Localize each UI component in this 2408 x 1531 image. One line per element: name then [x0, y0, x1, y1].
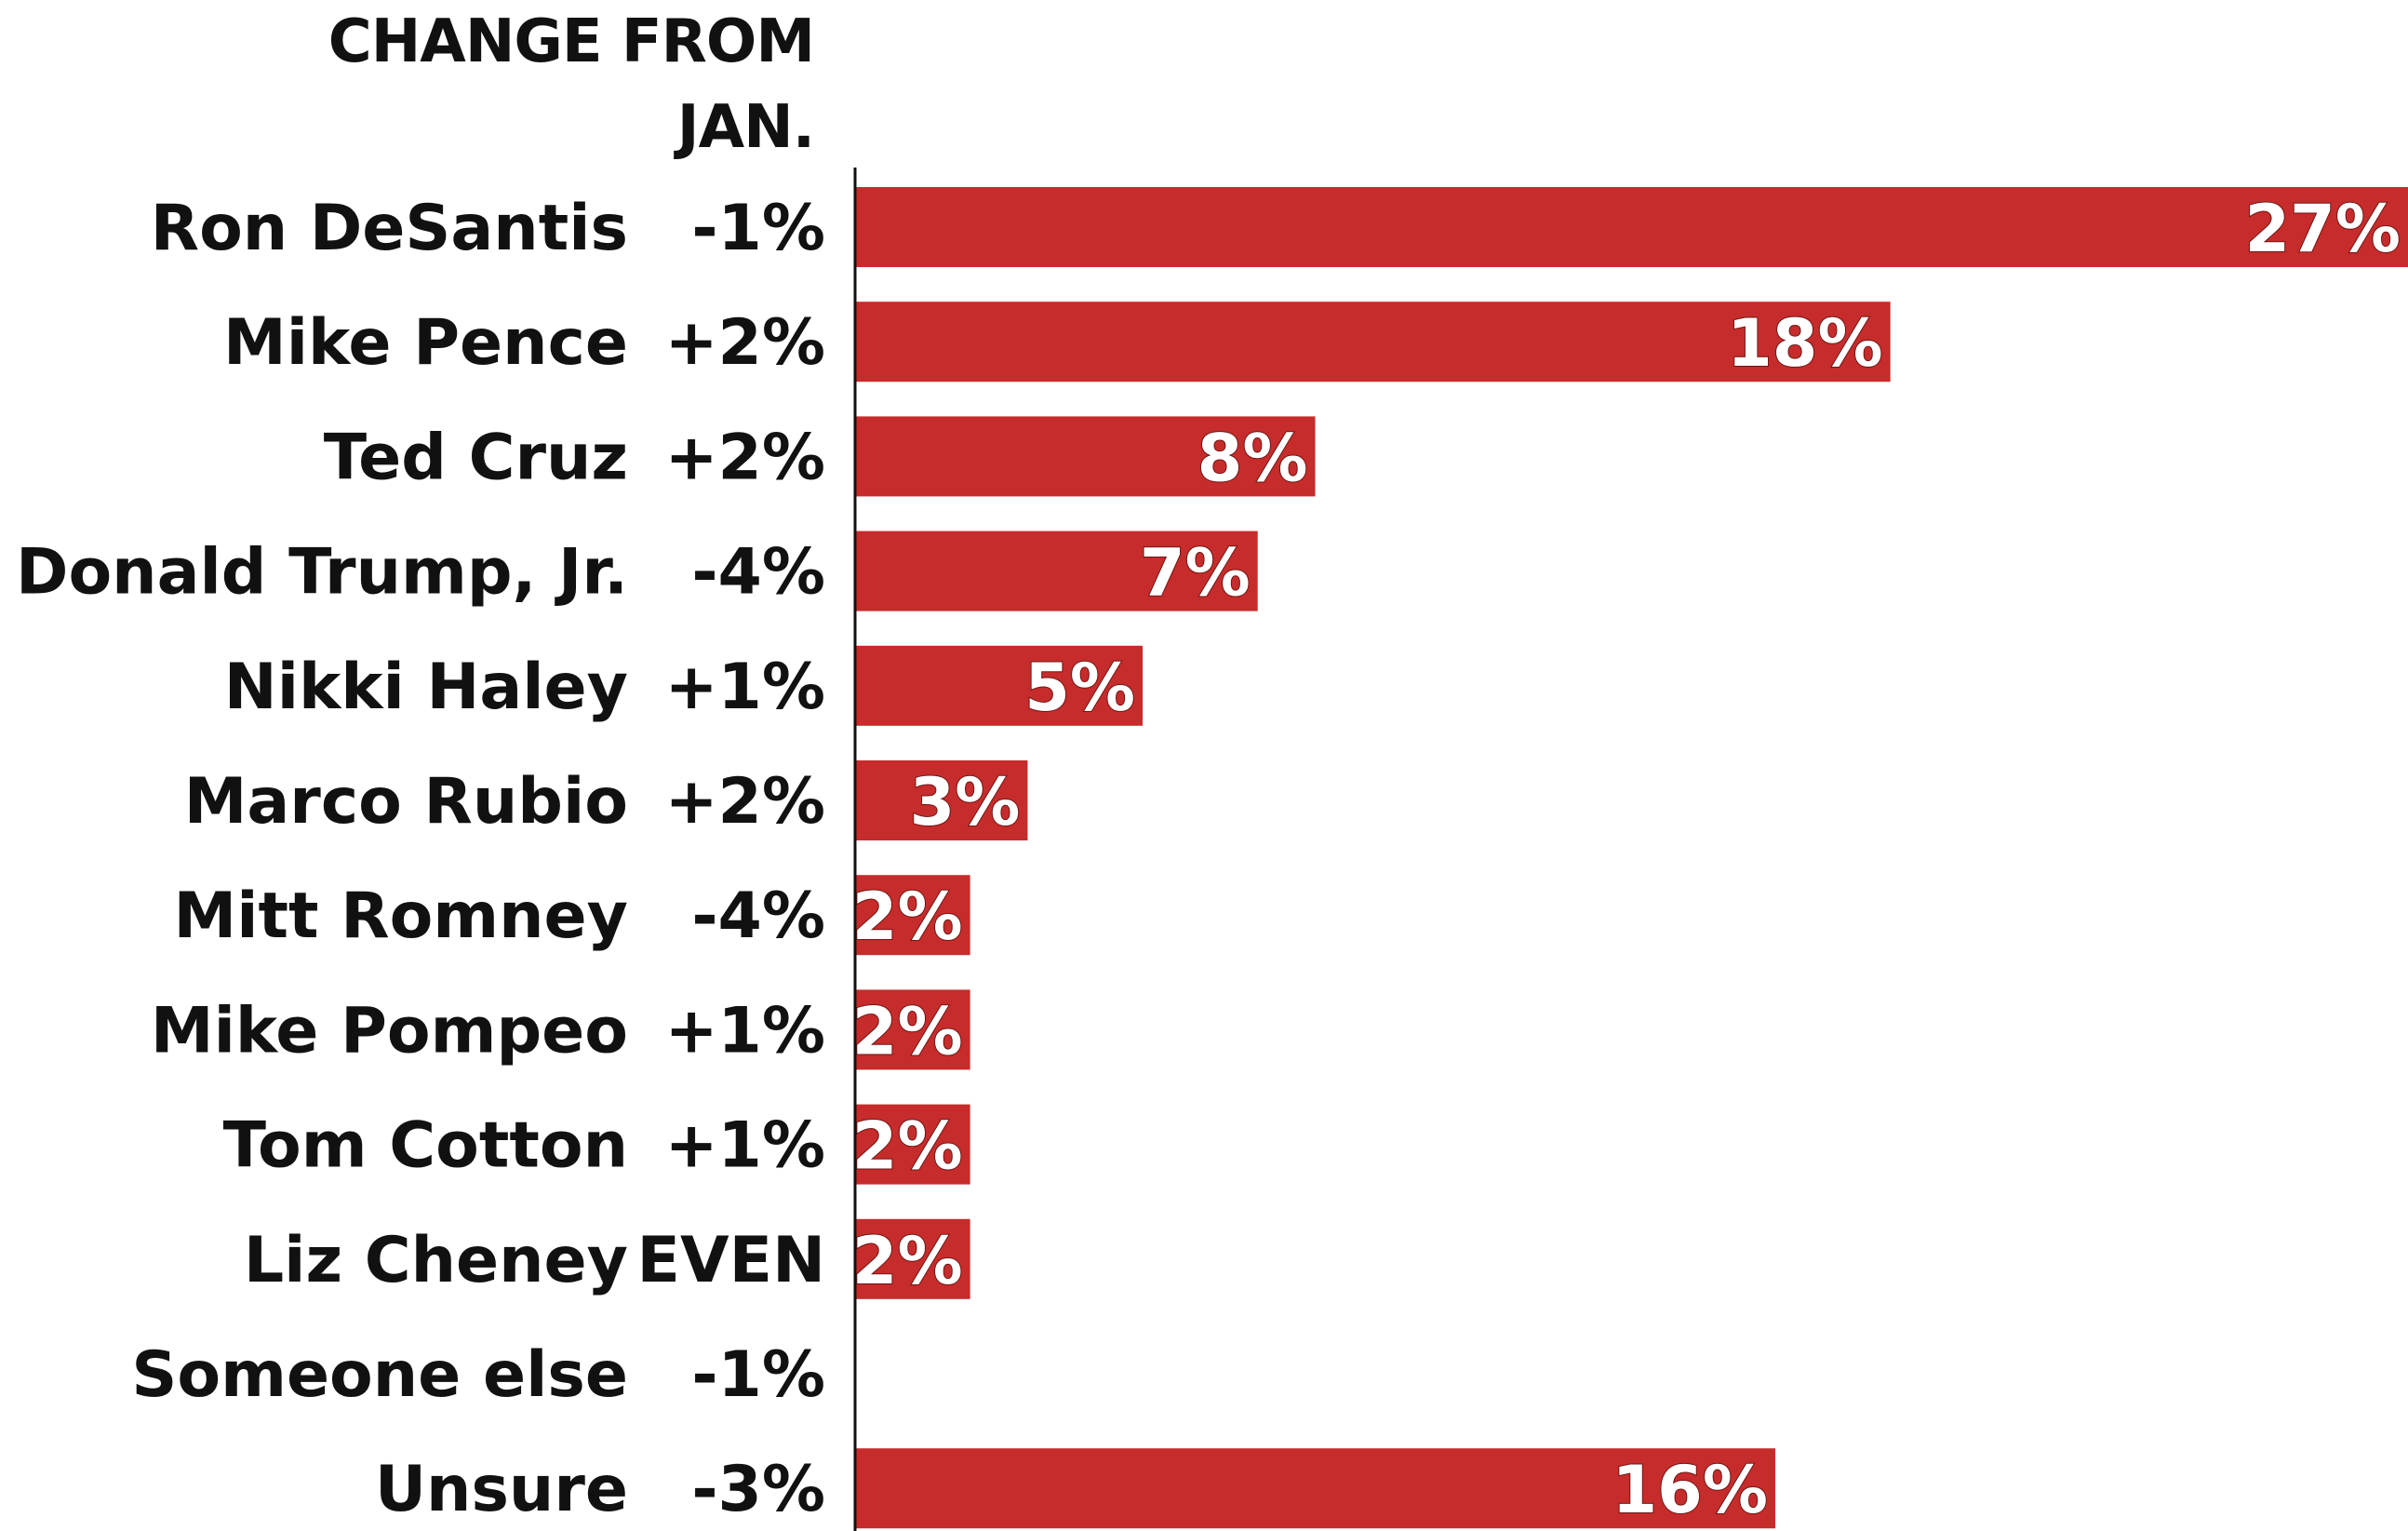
- change-label-tom-cotton: +1%: [665, 1109, 825, 1183]
- category-label-ron-desantis: Ron DeSantis: [151, 192, 628, 265]
- bar-unsure: [855, 1448, 1776, 1529]
- change-label-mike-pompeo: +1%: [665, 994, 825, 1068]
- category-label-mike-pence: Mike Pence: [223, 306, 628, 380]
- category-label-nikki-haley: Nikki Haley: [224, 651, 628, 724]
- change-label-mitt-romney: -4%: [691, 880, 825, 953]
- value-label-ted-cruz: 8%: [1197, 420, 1308, 496]
- change-label-ted-cruz: +2%: [665, 421, 825, 494]
- bar-ted-cruz: [855, 416, 1316, 497]
- category-label-donald-trump-jr: Donald Trump, Jr.: [16, 536, 628, 610]
- change-label-ron-desantis: -1%: [691, 192, 825, 265]
- value-label-tom-cotton: 2%: [852, 1108, 963, 1185]
- bar-mike-pence: [855, 302, 1891, 383]
- category-label-mitt-romney: Mitt Romney: [174, 880, 628, 953]
- value-label-unsure: 16%: [1612, 1452, 1768, 1528]
- value-label-nikki-haley: 5%: [1024, 650, 1135, 726]
- category-label-someone-else: Someone else: [131, 1338, 628, 1412]
- change-header-line-1: CHANGE FROM: [328, 7, 815, 76]
- category-label-tom-cotton: Tom Cotton: [223, 1109, 628, 1183]
- bar-nikki-haley: [855, 645, 1144, 726]
- change-label-donald-trump-jr: -4%: [691, 536, 825, 610]
- value-label-ron-desantis: 27%: [2244, 191, 2401, 267]
- change-label-nikki-haley: +1%: [665, 651, 825, 724]
- change-label-marco-rubio: +2%: [665, 765, 825, 839]
- value-label-mike-pence: 18%: [1727, 305, 1883, 382]
- bar-mike-pompeo: [855, 989, 970, 1070]
- change-label-unsure: -3%: [691, 1453, 825, 1526]
- bar-donald-trump-jr: [855, 530, 1258, 611]
- value-label-mike-pompeo: 2%: [852, 993, 963, 1069]
- category-label-marco-rubio: Marco Rubio: [184, 765, 628, 839]
- category-label-mike-pompeo: Mike Pompeo: [151, 994, 628, 1068]
- change-label-mike-pence: +2%: [665, 306, 825, 380]
- bar-liz-cheney: [855, 1218, 970, 1299]
- value-label-liz-cheney: 2%: [852, 1223, 963, 1299]
- value-label-mitt-romney: 2%: [852, 879, 963, 955]
- bar-tom-cotton: [855, 1104, 970, 1185]
- category-label-liz-cheney: Liz Cheney: [244, 1224, 628, 1297]
- bar-marco-rubio: [855, 760, 1028, 840]
- change-label-liz-cheney: EVEN: [637, 1224, 825, 1297]
- value-label-marco-rubio: 3%: [910, 764, 1021, 840]
- change-label-someone-else: -1%: [691, 1338, 825, 1412]
- category-label-unsure: Unsure: [375, 1453, 628, 1526]
- category-label-ted-cruz: Ted Cruz: [324, 421, 628, 494]
- bar-mitt-romney: [855, 875, 970, 956]
- value-label-donald-trump-jr: 7%: [1140, 535, 1251, 611]
- bar-ron-desantis: [855, 187, 2408, 267]
- change-header-line-2: JAN.: [676, 93, 815, 162]
